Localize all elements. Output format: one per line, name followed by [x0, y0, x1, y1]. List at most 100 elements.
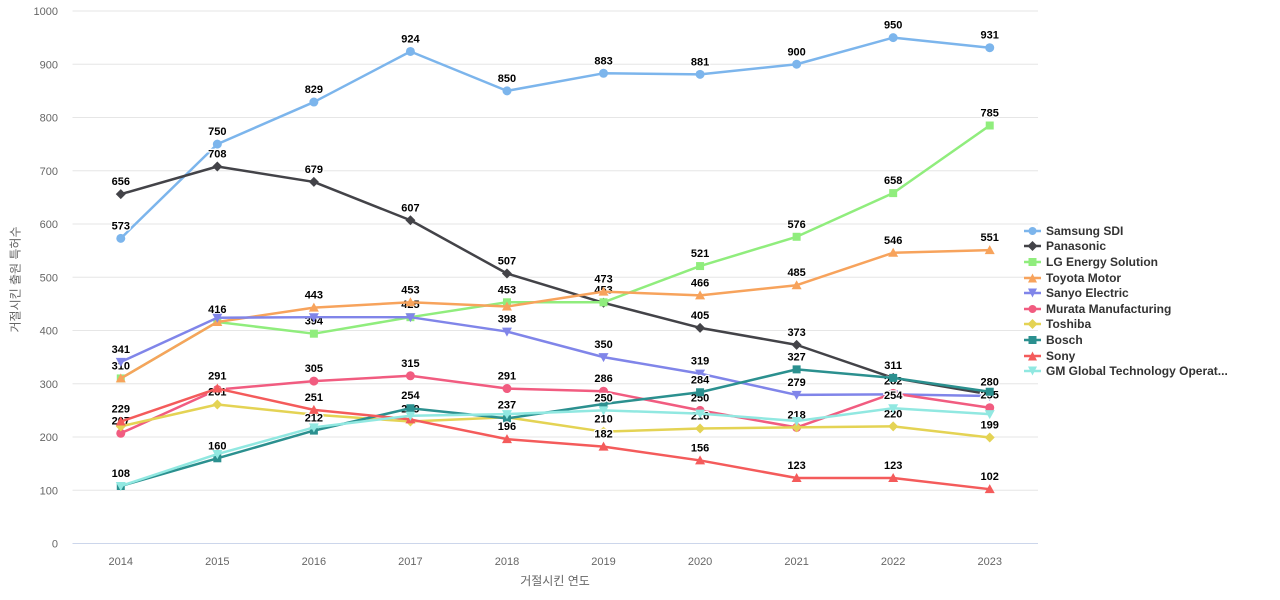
data-point-marker[interactable]	[308, 423, 319, 433]
data-point-marker[interactable]	[792, 232, 801, 241]
legend-marker-icon	[1024, 319, 1041, 330]
data-point-marker[interactable]	[309, 97, 319, 107]
data-point-marker[interactable]	[984, 484, 995, 494]
data-point-marker[interactable]	[405, 371, 415, 381]
legend-item-gm-global-technology-operat[interactable]: GM Global Technology Operat...	[1024, 363, 1228, 379]
data-point-marker[interactable]	[501, 268, 512, 279]
data-point-marker[interactable]	[598, 406, 609, 416]
data-point-marker[interactable]	[308, 404, 319, 414]
y-tick-label: 700	[40, 166, 58, 178]
legend-item-toshiba[interactable]: Toshiba	[1024, 317, 1228, 333]
legend-item-sanyo-electric[interactable]: Sanyo Electric	[1024, 285, 1228, 301]
data-point-marker[interactable]	[985, 403, 995, 413]
data-point-marker[interactable]	[791, 422, 802, 433]
data-point-marker[interactable]	[308, 302, 319, 312]
data-point-marker[interactable]	[501, 301, 512, 311]
data-point-marker[interactable]	[791, 417, 802, 427]
data-point-marker[interactable]	[116, 428, 126, 438]
data-point-marker[interactable]	[791, 390, 802, 400]
data-point-marker[interactable]	[695, 369, 706, 379]
data-point-marker[interactable]	[115, 481, 126, 491]
data-point-marker[interactable]	[212, 139, 222, 149]
data-point-marker[interactable]	[791, 473, 802, 483]
data-point-marker[interactable]	[985, 387, 994, 396]
data-point-marker[interactable]	[695, 409, 706, 419]
data-point-marker[interactable]	[115, 373, 126, 383]
data-point-marker[interactable]	[888, 247, 899, 257]
data-point-marker[interactable]	[405, 46, 415, 56]
y-tick-label: 1000	[34, 6, 58, 18]
data-label: 850	[498, 73, 516, 85]
data-point-marker[interactable]	[889, 189, 898, 198]
data-point-marker[interactable]	[502, 86, 512, 96]
data-point-marker[interactable]	[405, 411, 416, 421]
data-point-marker[interactable]	[405, 215, 416, 226]
data-label: 573	[112, 220, 130, 232]
data-label: 250	[594, 392, 612, 404]
data-point-marker[interactable]	[695, 290, 706, 300]
data-point-marker[interactable]	[501, 434, 512, 444]
data-point-marker[interactable]	[309, 376, 319, 386]
data-label: 327	[787, 351, 805, 363]
legend-item-lg-energy-solution[interactable]: LG Energy Solution	[1024, 254, 1228, 270]
legend-item-sony[interactable]: Sony	[1024, 348, 1228, 364]
data-point-marker[interactable]	[599, 386, 609, 396]
legend-item-toyota-motor[interactable]: Toyota Motor	[1024, 270, 1228, 286]
legend-item-panasonic[interactable]: Panasonic	[1024, 239, 1228, 255]
data-point-marker[interactable]	[599, 399, 608, 408]
data-point-marker[interactable]	[212, 383, 223, 393]
data-point-marker[interactable]	[501, 327, 512, 337]
data-label: 466	[691, 277, 709, 289]
data-label: 785	[981, 107, 999, 119]
data-point-marker[interactable]	[984, 432, 995, 443]
legend-item-samsung-sdi[interactable]: Samsung SDI	[1024, 223, 1228, 239]
data-point-marker[interactable]	[501, 410, 512, 420]
data-point-marker[interactable]	[116, 233, 126, 243]
legend-marker-icon	[1024, 288, 1041, 298]
data-point-marker[interactable]	[212, 450, 223, 460]
data-point-marker[interactable]	[308, 313, 319, 323]
data-point-marker[interactable]	[598, 353, 609, 363]
data-point-marker[interactable]	[889, 373, 898, 382]
data-point-marker[interactable]	[115, 357, 126, 367]
data-point-marker[interactable]	[405, 297, 416, 307]
data-point-marker[interactable]	[115, 416, 126, 426]
data-point-marker[interactable]	[406, 404, 415, 413]
data-point-marker[interactable]	[695, 69, 705, 79]
data-point-marker[interactable]	[888, 421, 899, 432]
data-point-marker[interactable]	[599, 298, 608, 307]
data-point-marker[interactable]	[598, 426, 609, 437]
data-point-marker[interactable]	[696, 262, 705, 271]
data-point-marker[interactable]	[212, 399, 223, 410]
data-point-marker[interactable]	[985, 121, 994, 130]
data-point-marker[interactable]	[308, 176, 319, 187]
data-point-marker[interactable]	[791, 280, 802, 290]
data-point-marker[interactable]	[696, 388, 705, 397]
y-tick-label: 900	[40, 59, 58, 71]
data-point-marker[interactable]	[792, 59, 802, 69]
data-point-marker[interactable]	[888, 388, 898, 398]
data-point-marker[interactable]	[212, 161, 223, 172]
legend-item-murata-manufacturing[interactable]: Murata Manufacturing	[1024, 301, 1228, 317]
data-point-marker[interactable]	[791, 339, 802, 350]
data-point-marker[interactable]	[598, 286, 609, 296]
data-point-marker[interactable]	[695, 423, 706, 434]
data-point-marker[interactable]	[115, 189, 126, 200]
data-point-marker[interactable]	[984, 410, 995, 420]
data-point-marker[interactable]	[599, 68, 609, 78]
data-label: 453	[401, 284, 419, 296]
data-point-marker[interactable]	[695, 322, 706, 333]
data-point-marker[interactable]	[502, 384, 512, 394]
legend-item-bosch[interactable]: Bosch	[1024, 332, 1228, 348]
data-point-marker[interactable]	[212, 313, 223, 323]
data-point-marker[interactable]	[888, 404, 899, 414]
data-point-marker[interactable]	[888, 33, 898, 43]
data-point-marker[interactable]	[695, 455, 706, 465]
data-point-marker[interactable]	[309, 329, 318, 338]
data-point-marker[interactable]	[984, 245, 995, 255]
data-point-marker[interactable]	[598, 441, 609, 451]
data-point-marker[interactable]	[405, 313, 416, 323]
data-point-marker[interactable]	[792, 365, 801, 374]
data-point-marker[interactable]	[985, 43, 995, 53]
data-point-marker[interactable]	[888, 473, 899, 483]
